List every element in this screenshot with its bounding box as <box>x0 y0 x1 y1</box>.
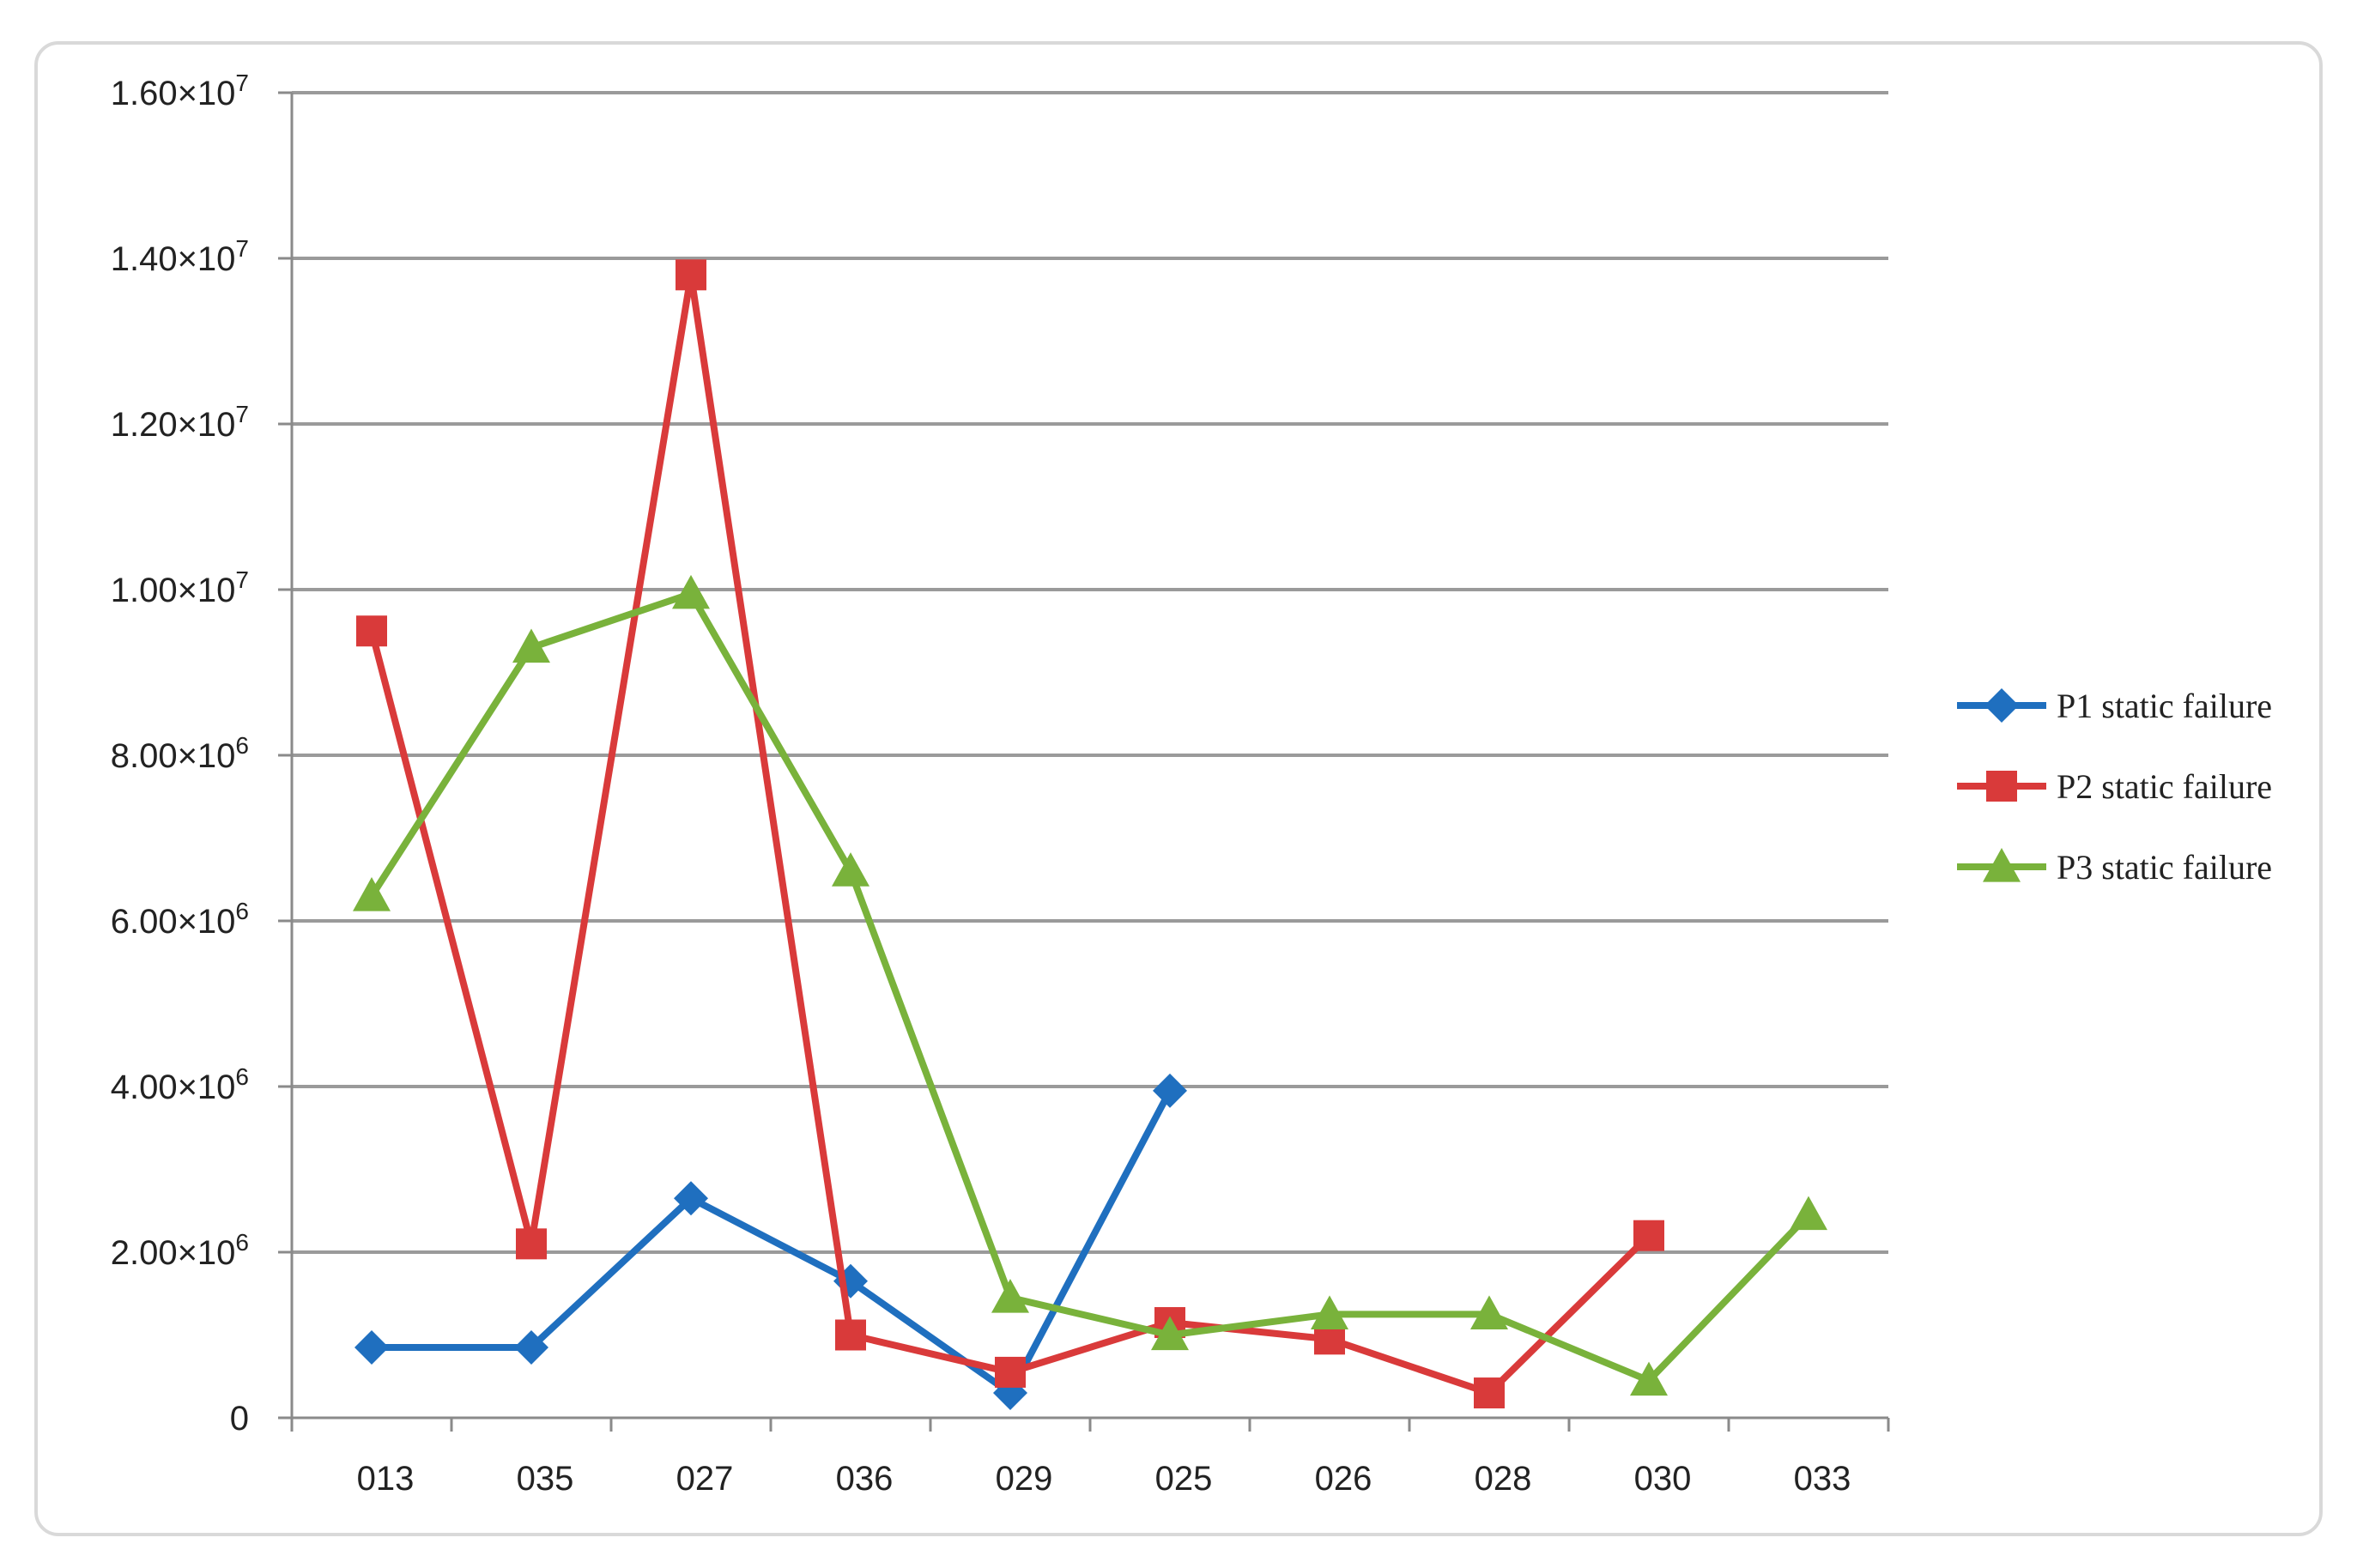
axes <box>278 91 1890 1432</box>
legend-label: P1 static failure <box>2057 687 2272 725</box>
data-point <box>514 1329 548 1365</box>
legend-item-2: P2 static failure <box>1957 767 2272 806</box>
series-2 <box>356 259 1664 1409</box>
data-point <box>832 852 869 887</box>
legend-marker <box>1984 688 2019 723</box>
legend-marker <box>1986 771 2017 802</box>
data-point <box>512 628 550 663</box>
legend-label: P3 static failure <box>2057 848 2272 887</box>
data-point <box>674 1181 708 1216</box>
data-point <box>1151 1316 1189 1351</box>
data-point <box>1474 1377 1505 1409</box>
y-tick-label: 6.00×106 <box>111 898 249 941</box>
data-point <box>835 1319 866 1351</box>
data-point <box>356 615 387 647</box>
data-point <box>1470 1295 1508 1329</box>
x-tick-label: 035 <box>517 1460 574 1498</box>
data-point <box>516 1228 547 1260</box>
x-tick-label: 033 <box>1794 1460 1851 1498</box>
x-tick-label: 013 <box>357 1460 415 1498</box>
y-tick-label: 8.00×106 <box>111 732 249 775</box>
grid-lines <box>292 91 1888 1254</box>
y-tick-label: 1.00×107 <box>111 566 249 609</box>
y-tick-label: 4.00×106 <box>111 1063 249 1106</box>
data-point <box>354 1329 389 1365</box>
series-line <box>368 590 1812 1384</box>
x-tick-label: 026 <box>1315 1460 1372 1498</box>
y-tick-label: 1.20×107 <box>111 401 249 444</box>
x-tick-label: 028 <box>1475 1460 1532 1498</box>
x-tick-label: 030 <box>1634 1460 1692 1498</box>
series <box>353 259 1827 1411</box>
data-point <box>1311 1295 1348 1329</box>
data-point <box>672 574 710 609</box>
data-point <box>1633 1220 1664 1251</box>
y-tick-label: 1.60×107 <box>111 70 249 112</box>
legend-marker <box>1983 848 2021 882</box>
legend: P1 static failure P2 static failure P3 sta… <box>1957 687 2272 887</box>
data-point <box>995 1356 1026 1388</box>
legend-label: P2 static failure <box>2057 767 2272 806</box>
y-tick-label: 2.00×106 <box>111 1229 249 1272</box>
legend-item-1: P1 static failure <box>1957 687 2272 725</box>
x-tick-label: 036 <box>836 1460 894 1498</box>
y-tick-label: 0 <box>230 1400 249 1438</box>
y-tick-label: 1.40×107 <box>111 235 249 278</box>
data-point <box>1153 1073 1187 1108</box>
series-line <box>368 1087 1173 1397</box>
data-point <box>1630 1361 1668 1396</box>
series-line <box>368 271 1652 1397</box>
x-tick-label: 029 <box>996 1460 1053 1498</box>
legend-item-3: P3 static failure <box>1957 848 2272 887</box>
x-tick-labels: 013 035 027 036 029 025 026 028 030 033 <box>357 1460 1851 1498</box>
data-point <box>1790 1196 1827 1231</box>
series-3 <box>353 574 1827 1396</box>
x-tick-label: 025 <box>1155 1460 1213 1498</box>
x-tick-label: 027 <box>676 1460 734 1498</box>
y-tick-labels: 0 2.00×106 4.00×106 6.00×106 8.00×106 1.00×10… <box>111 70 249 1438</box>
data-point <box>676 259 706 291</box>
data-point <box>991 1279 1029 1313</box>
data-point <box>353 877 391 911</box>
